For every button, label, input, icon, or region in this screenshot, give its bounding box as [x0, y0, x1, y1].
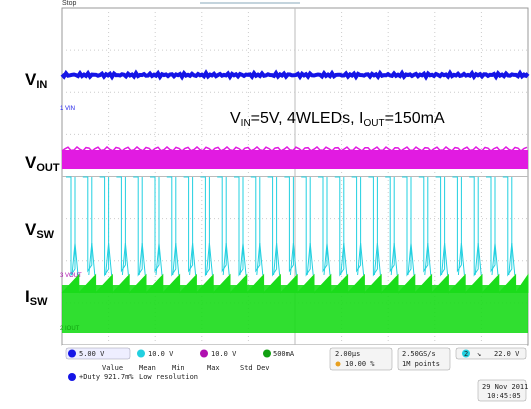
ch1-badge: [68, 349, 76, 358]
svg-text:10.0 V: 10.0 V: [148, 350, 174, 358]
svg-text:Low resolution: Low resolution: [139, 373, 198, 381]
datetime-box: [477, 379, 527, 402]
label-vout: VOUT: [25, 153, 60, 174]
marker-vin: 1 VIN: [60, 106, 75, 112]
svg-text:Std Dev: Std Dev: [240, 364, 270, 372]
ch3-badge: [200, 349, 208, 358]
acq-state: Stop: [62, 0, 77, 7]
trace-vout-band: [62, 150, 528, 169]
svg-text:921.7m%: 921.7m%: [104, 373, 134, 381]
top-strip: [0, 0, 531, 8]
svg-text:500mA: 500mA: [273, 350, 295, 358]
label-vin: VIN: [25, 70, 47, 91]
svg-text:10.0 V: 10.0 V: [211, 350, 237, 358]
meas-channel-badge: [68, 373, 76, 381]
ch2-badge: [137, 349, 145, 358]
svg-text:22.0 V: 22.0 V: [494, 350, 520, 358]
svg-text:+Duty: +Duty: [79, 373, 100, 381]
trigger-pos-icon: [335, 361, 341, 367]
svg-text:2.50GS/s: 2.50GS/s: [402, 350, 436, 358]
label-vsw: VSW: [25, 220, 55, 241]
timebase-box: [329, 347, 393, 371]
label-isw: ISW: [25, 287, 48, 308]
trace-vin: [60, 69, 530, 81]
trigger-box: [455, 347, 527, 360]
svg-text:29 Nov 2011: 29 Nov 2011: [482, 383, 528, 391]
ch1-readout: [65, 347, 131, 360]
trace-vsw-ringing: [71, 242, 516, 276]
svg-text:Mean: Mean: [139, 364, 156, 372]
svg-text:1M points: 1M points: [402, 360, 440, 368]
svg-text:Max: Max: [207, 364, 220, 372]
svg-text:5.00 V: 5.00 V: [79, 350, 105, 358]
svg-text:10.00 %: 10.00 %: [345, 360, 375, 368]
ch4-badge: [263, 349, 271, 358]
trace-isw-sawtooth: [61, 273, 529, 294]
trigger-slope-icon: ↘: [477, 350, 481, 358]
samplerate-box: [397, 347, 451, 371]
trace-vout-ripple: [61, 145, 528, 152]
svg-text:2: 2: [464, 350, 468, 358]
traces: [60, 69, 530, 333]
marker-vout: 3 VOUT: [60, 273, 82, 279]
trace-vsw-pulses: [66, 176, 513, 277]
trigger-channel-badge: [462, 349, 470, 358]
svg-text:10:45:05: 10:45:05: [487, 392, 521, 400]
condition-annotation: VIN=5V, 4WLEDs, IOUT=150mA: [230, 110, 445, 129]
svg-text:2.00µs: 2.00µs: [335, 350, 360, 358]
readout-panel: 5.00 V 10.0 V 10.0 V 500mA 2.00µs 10.00 …: [62, 345, 528, 409]
svg-text:Value: Value: [102, 364, 123, 372]
svg-text:Min: Min: [172, 364, 185, 372]
marker-iout: 2 IOUT: [60, 326, 80, 332]
